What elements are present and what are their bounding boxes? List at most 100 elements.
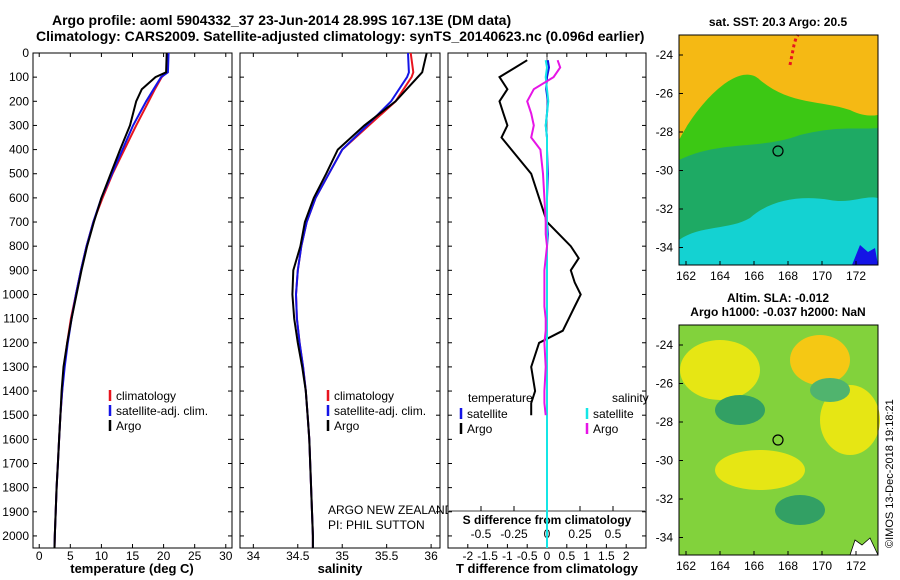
- map-x-tick-label: 164: [710, 269, 730, 283]
- sla-high-1: [680, 340, 760, 400]
- legend-label: satellite-adj. clim.: [334, 404, 426, 418]
- x-tick-label: -1: [502, 549, 513, 563]
- map-y-tick-label: -28: [656, 125, 674, 139]
- sla-map: Altim. SLA: -0.012 Argo h1000: -0.037 h2…: [656, 291, 880, 573]
- map-x-tick-label: 166: [744, 269, 764, 283]
- map-y-tick-label: -24: [656, 338, 674, 352]
- map-x-tick-label: 168: [778, 269, 798, 283]
- depth-tick-label: 1000: [2, 287, 29, 301]
- salinity-panel: salinity ARGO NEW ZEALAND PI: PHIL SUTTO…: [239, 52, 454, 576]
- temperature-plot-frame: [32, 52, 233, 549]
- x-tick-label: 30: [219, 549, 233, 563]
- x-tick-label: 35.5: [375, 549, 399, 563]
- depth-tick-label: 400: [9, 143, 29, 157]
- sla-low-2: [715, 395, 765, 425]
- sla-float-marker: [772, 434, 784, 446]
- sst-cool-water: [679, 197, 878, 265]
- x-tick-label: 2: [623, 549, 630, 563]
- legend-label: Argo: [334, 419, 360, 433]
- map-x-tick-label: 162: [676, 559, 696, 573]
- legend-label: Argo: [116, 419, 142, 433]
- legend-label: satellite: [593, 407, 634, 421]
- map-y-tick-label: -34: [656, 531, 674, 545]
- sla-high-3: [820, 385, 880, 455]
- sla-map-title2: Argo h1000: -0.037 h2000: NaN: [690, 305, 865, 319]
- credit-line1: ARGO NEW ZEALAND: [328, 503, 454, 517]
- temperature-xlabel: temperature (deg C): [70, 561, 194, 576]
- map-x-tick-label: 164: [710, 559, 730, 573]
- legend-label: satellite-adj. clim.: [116, 404, 208, 418]
- depth-tick-label: 600: [9, 191, 29, 205]
- credit-line2: PI: PHIL SUTTON: [328, 518, 425, 532]
- x-tick-label: 34: [247, 549, 261, 563]
- x-tick-label: 35: [336, 549, 350, 563]
- depth-tick-label: 1100: [3, 312, 29, 326]
- salinity-xlabel: salinity: [318, 561, 364, 576]
- sst-land-mask: [852, 245, 878, 265]
- map-x-tick-label: 170: [812, 559, 832, 573]
- depth-tick-label: 800: [9, 239, 29, 253]
- depth-tick-label: 2000: [2, 529, 29, 543]
- legend-title-temperature: temperature: [468, 391, 533, 405]
- x-tick-label: 0: [544, 549, 551, 563]
- depth-tick-label: 1400: [2, 384, 29, 398]
- map-x-tick-label: 166: [744, 559, 764, 573]
- x-tick-label: 0: [36, 549, 43, 563]
- sst-map-frame: [678, 34, 879, 266]
- depth-tick-label: 500: [9, 167, 29, 181]
- footer-stamp: ©IMOS 13-Dec-2018 19:18:21: [884, 399, 896, 548]
- depth-tick-label: 1800: [2, 481, 29, 495]
- x-tick-label: -1.5: [477, 549, 498, 563]
- plot-title-line1: Argo profile: aoml 5904332_37 23-Jun-201…: [52, 12, 512, 28]
- map-y-tick-label: -26: [656, 377, 674, 391]
- sla-map-title1: Altim. SLA: -0.012: [727, 291, 829, 305]
- map-y-tick-label: -32: [656, 202, 674, 216]
- sst-float-marker: [772, 145, 784, 157]
- x-tick-label: 20: [157, 549, 171, 563]
- map-y-tick-label: -24: [656, 48, 674, 62]
- depth-tick-label: 100: [9, 70, 29, 84]
- x-tick-label: 0.5: [558, 549, 575, 563]
- x-tick-label: -2: [462, 549, 473, 563]
- map-x-tick-label: 172: [846, 269, 866, 283]
- map-y-tick-label: -32: [656, 492, 674, 506]
- map-y-tick-label: -34: [656, 241, 674, 255]
- sla-high-2: [790, 335, 850, 385]
- sla-low-3: [810, 378, 850, 402]
- legend-label: Argo: [593, 422, 619, 436]
- salinity-plot-frame: [239, 52, 441, 549]
- depth-tick-label: 1900: [2, 505, 29, 519]
- x-tick-label: 10: [95, 549, 109, 563]
- depth-tick-label: 1500: [2, 408, 29, 422]
- series-line-argo: [291, 52, 428, 548]
- x-tick-label: 25: [188, 549, 202, 563]
- legend-label: climatology: [334, 389, 394, 403]
- secondary-x-tick-label: -0.5: [471, 527, 492, 541]
- depth-tick-label: 700: [9, 215, 29, 229]
- sst-map: sat. SST: 20.3 Argo: 20.5 162 164 166 168 17…: [656, 15, 879, 283]
- difference-panel: T difference from climatology S differen…: [447, 52, 649, 576]
- legend-label: Argo: [467, 422, 493, 436]
- x-tick-label: 34.5: [286, 549, 310, 563]
- legend-title-salinity: salinity: [612, 391, 649, 405]
- map-y-tick-label: -28: [656, 415, 674, 429]
- difference-xlabel: T difference from climatology: [456, 561, 639, 576]
- sst-track: [788, 34, 800, 66]
- secondary-x-tick-label: 0.25: [568, 527, 592, 541]
- legend-label: satellite: [467, 407, 508, 421]
- map-x-tick-label: 170: [812, 269, 832, 283]
- series-line-t-argo: [498, 59, 582, 416]
- temperature-panel: temperature (deg C) 01002003004005006007…: [2, 46, 232, 576]
- map-y-tick-label: -30: [656, 164, 674, 178]
- sst-map-title: sat. SST: 20.3 Argo: 20.5: [709, 15, 848, 29]
- secondary-x-tick-label: -0.25: [500, 527, 528, 541]
- depth-tick-label: 1700: [2, 456, 29, 470]
- depth-tick-label: 0: [22, 46, 29, 60]
- depth-tick-label: 1600: [2, 432, 29, 446]
- sla-high-4: [715, 450, 805, 490]
- legend-label: climatology: [116, 389, 176, 403]
- map-x-tick-label: 172: [846, 559, 866, 573]
- sla-map-frame: [678, 324, 879, 556]
- x-tick-label: 5: [67, 549, 74, 563]
